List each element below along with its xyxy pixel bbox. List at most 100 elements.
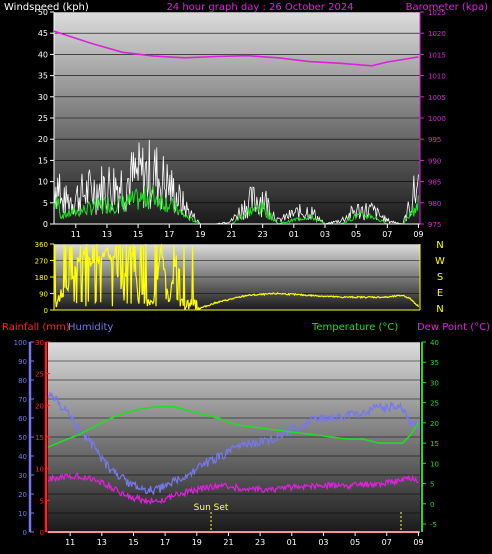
x-tick-label: 01	[287, 538, 297, 547]
x-tick-label: 07	[382, 230, 392, 239]
temperature-tick-label: 25	[430, 400, 439, 408]
y-tick-label: 0	[44, 307, 48, 315]
temperature-x-tick-labels: 11 13 15 17 19 21 23 01 03 05 07 09	[48, 531, 424, 547]
temperature-tick-label: 35	[430, 359, 439, 367]
wind-series	[53, 30, 419, 225]
rainfall-tick-label: 10	[35, 466, 44, 474]
x-tick-label: 17	[164, 230, 174, 239]
y-tick-label: 1015	[428, 51, 446, 59]
x-tick-label: 05	[351, 230, 361, 239]
compass-label: S	[437, 272, 443, 283]
y-tick-label: 1000	[428, 115, 446, 123]
wind-x-tick-labels: 11 13 15 17 19 21 23 01 03 05 07 09	[54, 223, 424, 239]
y-tick-label: 40	[38, 50, 48, 59]
x-tick-label: 05	[350, 538, 360, 547]
chart-title: 24 hour graph day : 26 October 2024	[166, 2, 353, 13]
y-tick-label: 15	[38, 156, 48, 165]
x-tick-label: 15	[128, 538, 138, 547]
rainfall-tick-label: 20	[35, 402, 44, 410]
humidity-tick-label: 30	[18, 472, 27, 480]
x-tick-label: 19	[192, 538, 202, 547]
wind-direction-line	[53, 243, 419, 311]
x-tick-label: 13	[97, 538, 107, 547]
humidity-tick-label: 100	[14, 339, 27, 347]
dew-point-line	[48, 471, 419, 505]
barometer-tick-labels: 975 980 985 990 995 1000 1005 1010 1015 1020 1025	[419, 9, 446, 229]
x-tick-label: 21	[226, 230, 236, 239]
temperature-tick-label: 5	[430, 481, 434, 489]
y-tick-label: 180	[35, 274, 48, 282]
humidity-tick-label: 70	[18, 396, 27, 404]
x-tick-label: 23	[255, 538, 265, 547]
y-tick-label: 50	[38, 8, 48, 17]
y-tick-label: 0	[43, 220, 48, 229]
rainfall-tick-label: 30	[35, 339, 44, 347]
compass-label: W	[435, 256, 445, 267]
x-tick-label: 15	[133, 230, 143, 239]
x-tick-label: 11	[65, 538, 75, 547]
sun-markers	[210, 512, 402, 532]
direction-series	[53, 243, 420, 311]
rainfall-tick-label: 15	[35, 434, 44, 442]
humidity-tick-label: 50	[18, 434, 27, 442]
compass-label: E	[437, 288, 443, 299]
compass-label: N	[436, 240, 443, 251]
y-tick-label: 990	[428, 157, 441, 165]
humidity-tick-label: 0	[23, 529, 27, 537]
y-tick-label: 1005	[428, 94, 446, 102]
y-tick-label: 30	[38, 93, 48, 102]
temperature-tick-label: -5	[430, 521, 437, 529]
x-tick-label: 03	[320, 230, 330, 239]
dew-point-axis-title: Dew Point (°C)	[417, 322, 490, 333]
humidity-line	[47, 391, 419, 495]
y-tick-label: 20	[38, 135, 48, 144]
temperature-tick-label: 30	[430, 379, 439, 387]
humidity-axis-title: Humidity	[68, 322, 113, 333]
y-tick-label: 5	[43, 199, 48, 208]
rainfall-tick-label: 5	[40, 497, 44, 505]
barometer-axis-title: Barometer (kpa)	[406, 2, 488, 13]
y-tick-label: 995	[428, 136, 441, 144]
x-tick-label: 21	[223, 538, 233, 547]
x-tick-label: 01	[289, 230, 299, 239]
temperature-axis-title: Temperature (°C)	[311, 322, 398, 333]
x-tick-label: 07	[382, 538, 392, 547]
x-tick-label: 03	[318, 538, 328, 547]
y-tick-label: 35	[38, 72, 48, 81]
temperature-tick-label: 0	[430, 501, 434, 509]
temperature-line	[47, 405, 420, 448]
sunset-label: Sun Set	[194, 503, 229, 513]
rainfall-axis-title: Rainfall (mm)	[2, 322, 70, 333]
y-tick-label: 90	[39, 291, 48, 299]
y-tick-label: 10	[38, 178, 48, 187]
humidity-tick-label: 60	[18, 415, 27, 423]
y-tick-label: 45	[38, 29, 48, 38]
y-tick-label: 1020	[428, 30, 446, 38]
x-tick-label: 19	[195, 230, 205, 239]
y-tick-label: 975	[428, 221, 441, 229]
temperature-axes: 0 10 20 30 40 50 60 70 80 90 100 0 5 10 15 20 25 30 -5 0 5 10…	[14, 339, 439, 537]
y-tick-label: 360	[35, 241, 48, 249]
x-tick-label: 13	[102, 230, 112, 239]
humidity-tick-label: 90	[18, 358, 27, 366]
rainfall-tick-label: 0	[40, 529, 44, 537]
wind-average-line	[53, 184, 419, 225]
temperature-tick-label: 20	[430, 420, 439, 428]
x-tick-label: 17	[160, 538, 170, 547]
humidity-tick-label: 20	[18, 491, 27, 499]
compass-label: N	[436, 304, 443, 315]
x-tick-label: 09	[413, 538, 423, 547]
y-tick-label: 1025	[428, 9, 446, 17]
humidity-tick-label: 40	[18, 453, 27, 461]
y-tick-label: 1010	[428, 73, 446, 81]
y-tick-label: 270	[35, 258, 48, 266]
x-tick-label: 09	[413, 230, 423, 239]
temperature-tick-label: 40	[430, 339, 439, 347]
rainfall-tick-label: 25	[35, 371, 44, 379]
wind-plot-grid	[54, 11, 420, 225]
x-tick-label: 11	[71, 230, 81, 239]
temperature-tick-label: 15	[430, 440, 439, 448]
y-tick-label: 985	[428, 179, 441, 187]
